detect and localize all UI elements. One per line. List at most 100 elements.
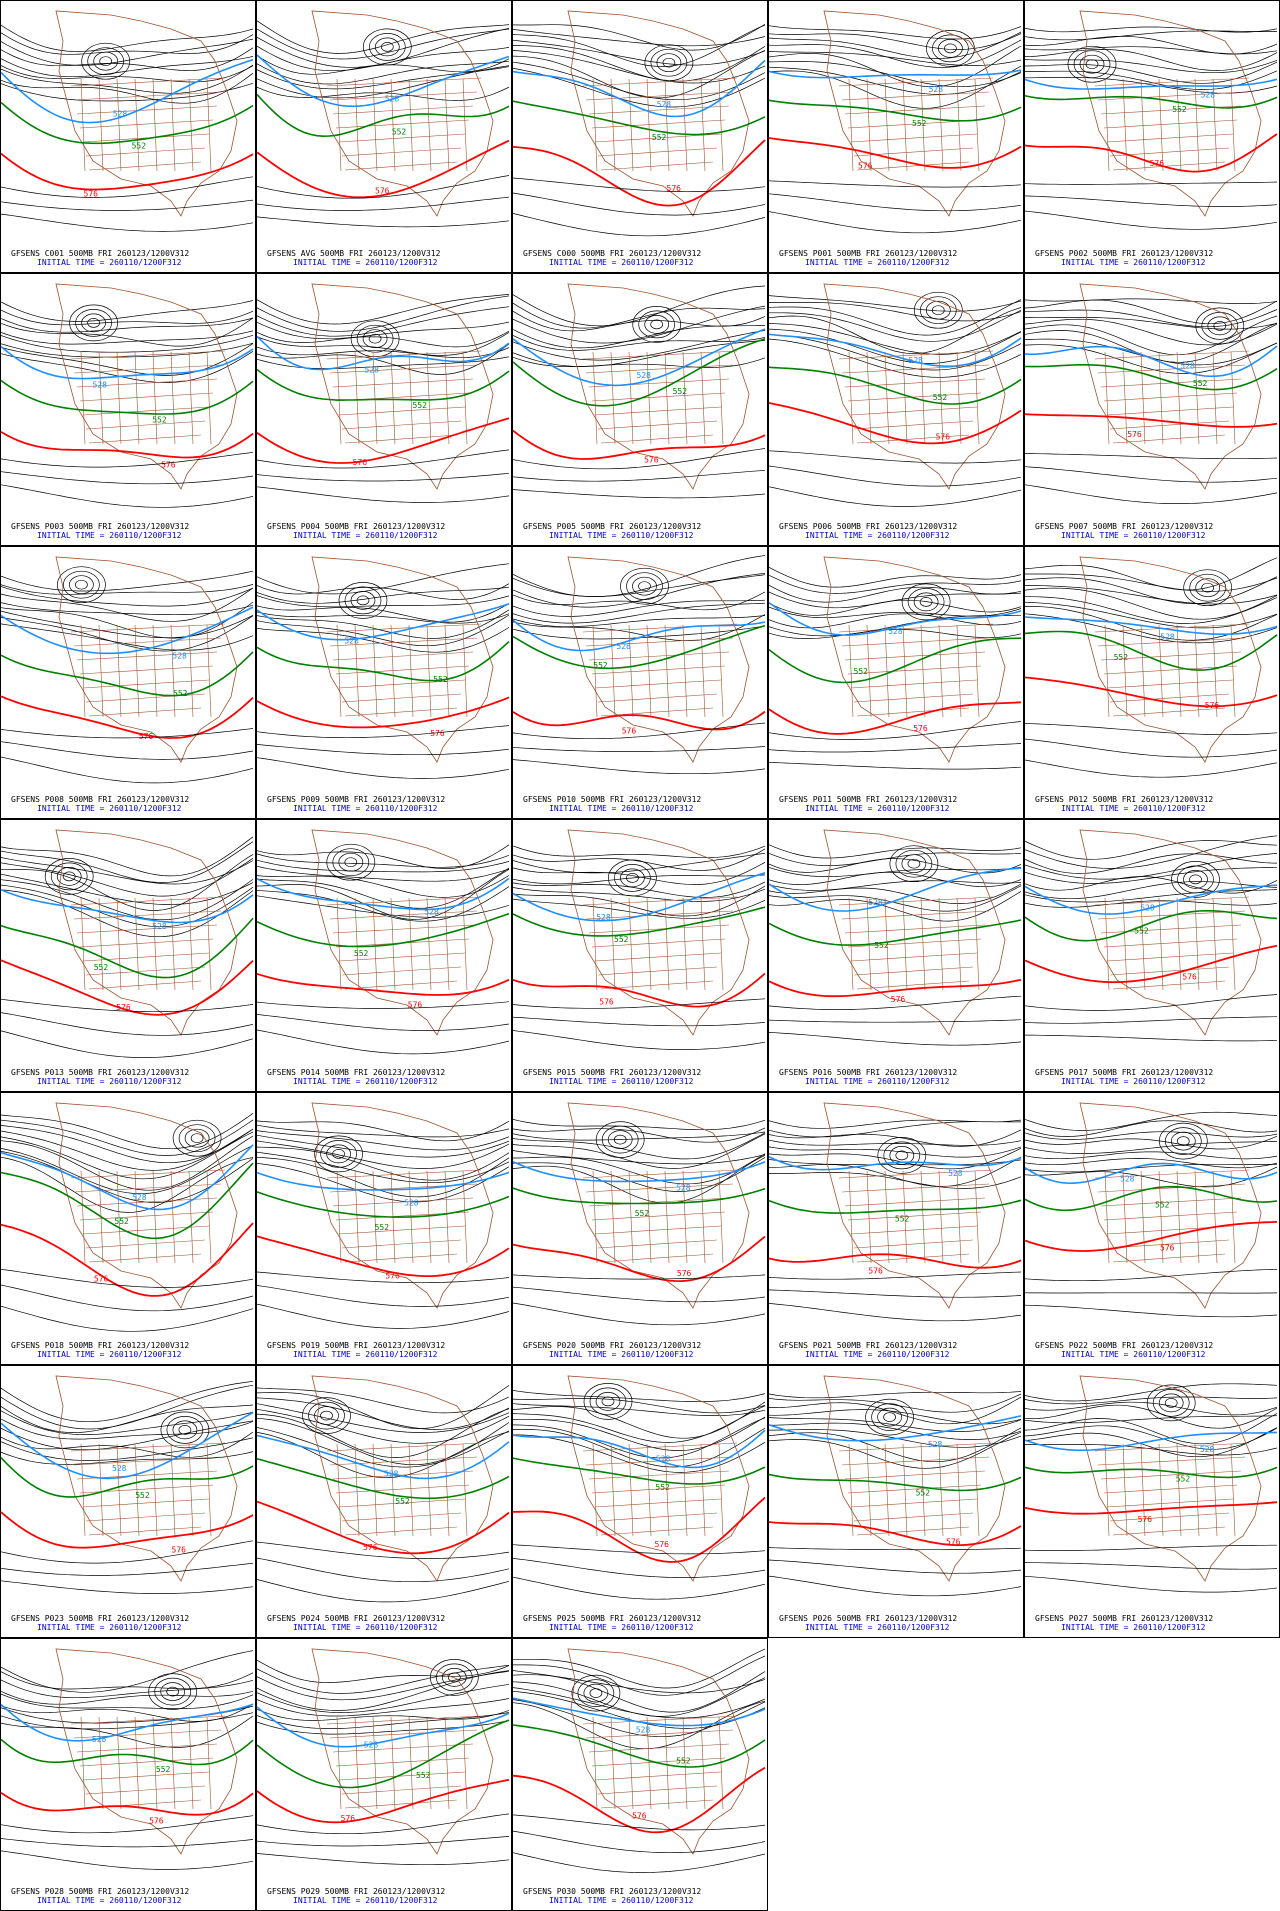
state-border <box>1100 378 1242 388</box>
height-contour-line <box>1025 1575 1278 1593</box>
contour-576: 576 <box>257 1778 510 1824</box>
contour-528: 528 <box>1 58 254 124</box>
height-contour-line <box>513 1398 766 1414</box>
coastline <box>55 1648 238 1855</box>
contour-label-552: 552 <box>132 141 147 150</box>
height-contour-line <box>769 65 1022 109</box>
height-contour-map: 528 552 576 <box>1 1102 254 1332</box>
contour-line-576 <box>513 1766 766 1834</box>
contour-label-576: 576 <box>1160 1244 1175 1253</box>
state-border <box>76 1743 218 1753</box>
height-contour-line <box>769 33 1022 50</box>
height-contours <box>1025 557 1278 644</box>
panel-initial-time: INITIAL TIME = 260110/1200F312 <box>549 804 694 813</box>
contour-576: 576 <box>257 417 510 467</box>
height-contour-line <box>257 1557 510 1583</box>
contour-label-552: 552 <box>392 127 407 136</box>
height-contour-line <box>769 1431 1022 1469</box>
state-border <box>336 1170 342 1264</box>
height-contour-line <box>257 1387 510 1414</box>
north-america-outline <box>311 1648 494 1855</box>
low-center-contour <box>589 1387 627 1416</box>
state-border <box>841 364 990 374</box>
coastline <box>55 1375 238 1582</box>
state-border <box>73 637 222 647</box>
contour-line-528 <box>769 867 1022 912</box>
state-border <box>591 1757 726 1767</box>
contour-line-576 <box>1 152 254 191</box>
state-border <box>592 351 598 445</box>
height-contour-line <box>513 448 766 470</box>
state-border <box>1097 364 1246 374</box>
height-contour-line <box>769 1121 1021 1138</box>
coastline <box>1079 829 1262 1036</box>
contour-528: 528 <box>513 1429 766 1469</box>
state-border <box>848 897 854 991</box>
low-center-contour <box>919 296 957 325</box>
contour-line-576 <box>1025 1501 1278 1515</box>
contour-line-528 <box>257 1434 510 1480</box>
state-border <box>85 693 206 703</box>
height-contour-map: 528 552 576 <box>513 1375 766 1600</box>
state-border <box>856 161 970 171</box>
ensemble-member-panel: 528 552 576 GFSENS P021 500MB FRI 260123/12… <box>768 1092 1024 1365</box>
height-contour-line <box>1 1562 254 1576</box>
contour-line-552 <box>257 368 510 401</box>
height-contour-map: 528 552 576 <box>1025 283 1278 504</box>
state-border <box>1122 78 1128 172</box>
height-contours <box>513 845 766 919</box>
state-border <box>585 1183 734 1193</box>
height-contour-line <box>1 1384 254 1430</box>
height-contour-line <box>513 340 766 367</box>
state-border <box>116 1443 122 1537</box>
height-contour-line <box>257 306 510 337</box>
contour-line-576 <box>769 1253 1022 1269</box>
height-contour-line <box>1025 853 1278 874</box>
state-border <box>847 938 982 948</box>
height-contours <box>769 291 1022 378</box>
state-border <box>1194 624 1200 718</box>
low-center-contour <box>320 1410 333 1421</box>
ensemble-member-panel: 528 552 576 GFSENS P022 500MB FRI 260123/12… <box>1024 1092 1280 1365</box>
state-border <box>850 133 978 143</box>
height-contour-line <box>513 1154 766 1204</box>
contour-line-552 <box>1025 630 1278 671</box>
panel-title: GFSENS AVG 500MB FRI 260123/1200V312 <box>267 249 441 258</box>
contour-label-552: 552 <box>416 1771 431 1780</box>
contour-552: 552 <box>1 1457 254 1500</box>
height-contour-line <box>1 1380 254 1423</box>
state-border <box>597 147 718 157</box>
low-center-contour <box>441 1668 467 1687</box>
height-contour-line <box>257 614 510 647</box>
height-contour-line <box>1 300 254 322</box>
low-center-contour <box>75 309 112 337</box>
height-contour-line <box>769 486 1022 507</box>
low-center-contour <box>632 576 657 596</box>
state-border <box>462 78 468 172</box>
height-contour-line <box>769 1303 1022 1322</box>
panel-initial-time: INITIAL TIME = 260110/1200F312 <box>37 258 182 267</box>
height-contour-line <box>257 1403 510 1433</box>
contour-label-552: 552 <box>395 1497 410 1506</box>
height-contour-line <box>1025 1135 1278 1150</box>
contour-line-528 <box>769 1155 1022 1171</box>
height-contour-line <box>257 1162 510 1203</box>
state-border <box>444 624 450 718</box>
contour-528: 528 <box>769 867 1022 912</box>
state-border <box>85 1512 206 1522</box>
contour-line-552 <box>1025 910 1278 942</box>
contour-line-576 <box>257 139 510 199</box>
state-border <box>844 1197 986 1207</box>
contour-line-576 <box>257 1778 510 1824</box>
contour-label-528: 528 <box>93 380 108 389</box>
contour-label-528: 528 <box>364 1740 379 1749</box>
height-contour-map: 528 552 576 <box>257 10 510 228</box>
contour-line-528 <box>1025 1162 1278 1185</box>
height-contour-line <box>513 356 766 368</box>
state-border <box>79 392 214 402</box>
contour-528: 528 <box>1 1703 254 1744</box>
state-border <box>134 1170 140 1264</box>
state-border <box>841 1183 990 1193</box>
state-border <box>628 1443 634 1537</box>
ensemble-member-panel: 528 552 576 GFSENS P018 500MB FRI 260123/12… <box>0 1092 256 1365</box>
